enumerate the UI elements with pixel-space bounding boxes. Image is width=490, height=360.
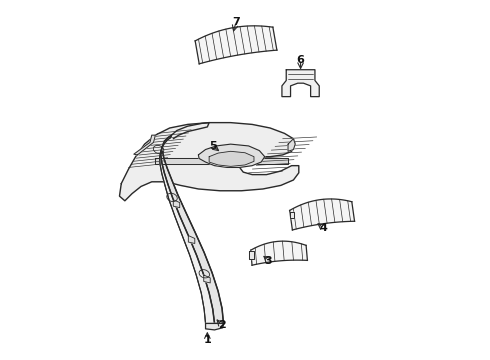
Polygon shape (204, 275, 210, 283)
Polygon shape (290, 199, 355, 230)
Text: 6: 6 (296, 55, 304, 65)
Polygon shape (290, 212, 294, 218)
Polygon shape (198, 144, 265, 167)
Polygon shape (160, 135, 215, 323)
Polygon shape (205, 323, 223, 330)
Polygon shape (251, 241, 307, 265)
Text: 1: 1 (203, 334, 211, 345)
Polygon shape (134, 135, 155, 155)
Polygon shape (209, 151, 254, 166)
Polygon shape (195, 26, 277, 64)
Polygon shape (173, 200, 180, 208)
Text: 3: 3 (265, 256, 272, 266)
Text: 4: 4 (320, 224, 328, 233)
Polygon shape (161, 151, 223, 323)
Polygon shape (155, 158, 288, 164)
Text: 2: 2 (218, 320, 225, 330)
Text: 7: 7 (232, 17, 240, 27)
Polygon shape (288, 139, 295, 151)
Polygon shape (249, 251, 254, 259)
Polygon shape (282, 70, 319, 96)
Polygon shape (120, 123, 299, 201)
Polygon shape (188, 235, 195, 243)
Text: 5: 5 (209, 141, 217, 151)
